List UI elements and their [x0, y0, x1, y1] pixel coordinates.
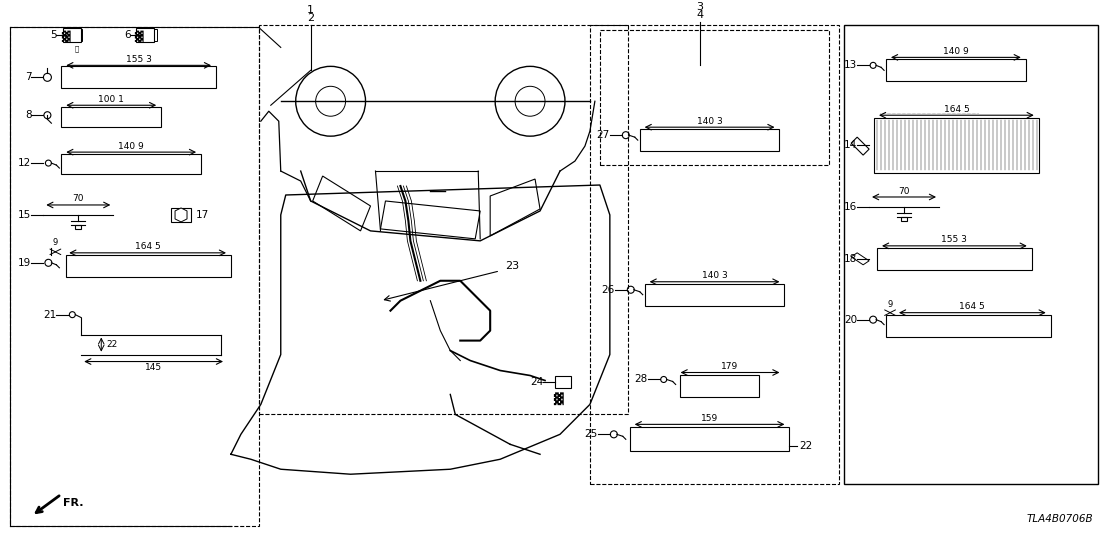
- Bar: [61, 66, 216, 88]
- Text: 140 9: 140 9: [943, 47, 968, 56]
- Text: ▓: ▓: [134, 31, 143, 43]
- Bar: [878, 248, 1032, 270]
- Bar: [645, 284, 784, 306]
- Polygon shape: [312, 176, 370, 231]
- Text: 179: 179: [721, 362, 739, 371]
- Bar: [259, 25, 628, 414]
- Circle shape: [316, 86, 346, 116]
- Text: 155 3: 155 3: [942, 235, 967, 244]
- Polygon shape: [490, 179, 540, 236]
- Circle shape: [70, 312, 75, 317]
- Circle shape: [515, 86, 545, 116]
- Bar: [145, 29, 157, 42]
- Text: 22: 22: [799, 442, 812, 452]
- Polygon shape: [851, 137, 869, 155]
- Circle shape: [495, 66, 565, 136]
- Text: 23: 23: [505, 261, 520, 271]
- Text: 3: 3: [696, 3, 704, 13]
- Bar: [171, 208, 191, 222]
- Bar: [886, 315, 1050, 337]
- Text: 140 3: 140 3: [697, 117, 722, 126]
- Text: ................................................................................: ........................................…: [879, 111, 979, 115]
- Polygon shape: [380, 201, 480, 239]
- Circle shape: [44, 112, 51, 119]
- Text: 13: 13: [844, 60, 858, 70]
- Text: 26: 26: [602, 285, 615, 295]
- Bar: [136, 28, 154, 43]
- Text: 8: 8: [24, 110, 31, 120]
- Bar: [679, 376, 759, 397]
- Text: 140 3: 140 3: [701, 271, 728, 280]
- Bar: [629, 427, 789, 452]
- Text: 164 5: 164 5: [944, 105, 970, 114]
- Text: 17: 17: [196, 210, 209, 220]
- Text: 19: 19: [18, 258, 31, 268]
- Bar: [70, 29, 82, 42]
- Text: 164 5: 164 5: [960, 302, 985, 311]
- Text: 6: 6: [124, 30, 131, 40]
- Circle shape: [296, 66, 366, 136]
- Bar: [639, 129, 779, 151]
- Text: 140 9: 140 9: [119, 142, 144, 151]
- Text: 20: 20: [844, 315, 858, 325]
- Text: TLA4B0706B: TLA4B0706B: [1027, 514, 1094, 524]
- Text: 100 1: 100 1: [99, 95, 124, 104]
- Circle shape: [45, 259, 52, 266]
- Text: 25: 25: [585, 429, 598, 439]
- Text: 9: 9: [888, 300, 893, 309]
- Text: 70: 70: [899, 187, 910, 196]
- Text: 155 3: 155 3: [125, 55, 152, 64]
- Polygon shape: [851, 253, 869, 265]
- Text: ▓: ▓: [553, 392, 563, 406]
- Text: 12: 12: [18, 158, 31, 168]
- Circle shape: [627, 286, 634, 293]
- Text: ▓: ▓: [61, 31, 70, 43]
- Text: 27: 27: [596, 130, 609, 140]
- Bar: [599, 30, 829, 165]
- Bar: [886, 59, 1026, 81]
- Text: 7: 7: [24, 73, 31, 83]
- Text: 70: 70: [72, 194, 84, 203]
- Text: 24: 24: [530, 377, 543, 387]
- Text: 15: 15: [18, 210, 31, 220]
- Text: 9: 9: [53, 238, 58, 247]
- Bar: [901, 217, 907, 221]
- Bar: [61, 107, 161, 127]
- Text: 16: 16: [844, 202, 858, 212]
- Bar: [555, 377, 571, 388]
- Text: 164 5: 164 5: [135, 242, 161, 252]
- Bar: [589, 25, 839, 484]
- Text: 5: 5: [50, 30, 57, 40]
- Bar: [61, 154, 201, 174]
- Text: 4: 4: [696, 11, 704, 20]
- Bar: [844, 25, 1098, 484]
- Text: 1: 1: [307, 6, 315, 16]
- Text: FR.: FR.: [63, 498, 84, 508]
- Polygon shape: [175, 208, 187, 222]
- Bar: [66, 255, 230, 277]
- Text: ⬛: ⬛: [74, 45, 79, 52]
- Text: 22: 22: [106, 340, 117, 349]
- Text: 28: 28: [635, 375, 648, 384]
- Circle shape: [870, 316, 876, 323]
- Bar: [10, 28, 259, 526]
- Circle shape: [660, 377, 667, 382]
- Text: 21: 21: [43, 310, 57, 320]
- Circle shape: [43, 73, 51, 81]
- Text: 145: 145: [145, 363, 162, 372]
- Bar: [874, 118, 1038, 173]
- Bar: [75, 225, 81, 229]
- Text: 18: 18: [844, 254, 858, 264]
- Text: 159: 159: [701, 414, 718, 423]
- Circle shape: [623, 132, 629, 138]
- Circle shape: [45, 160, 51, 166]
- Circle shape: [870, 63, 876, 68]
- Text: 14: 14: [844, 140, 858, 150]
- Text: 2: 2: [307, 13, 315, 23]
- Bar: [63, 28, 81, 43]
- Circle shape: [611, 431, 617, 438]
